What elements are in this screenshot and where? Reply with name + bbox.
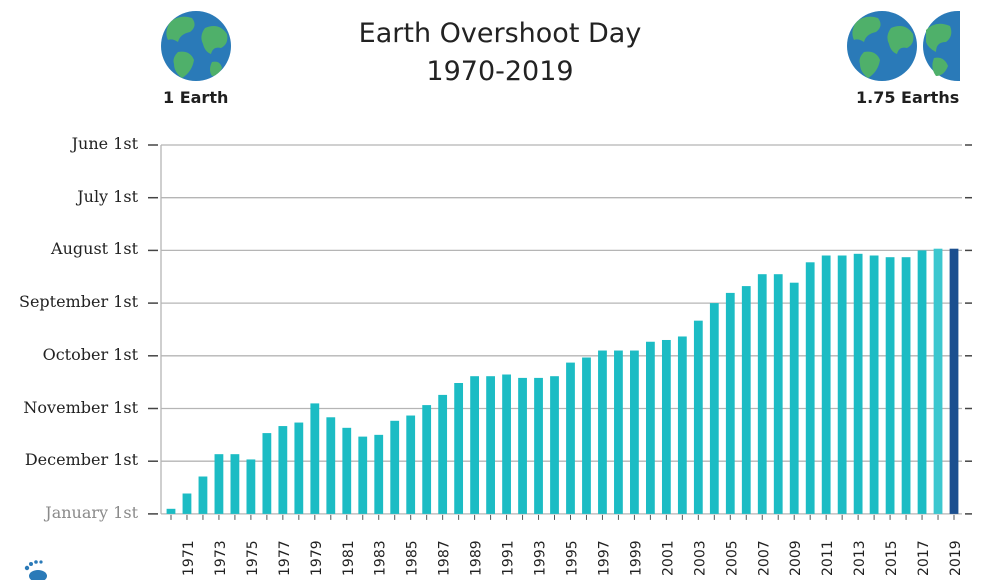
x-tick-label: 2001 <box>660 540 676 576</box>
x-tick-label: 2005 <box>724 540 740 576</box>
bar-1991 <box>502 374 511 514</box>
left-globe-label: 1 Earth <box>163 88 229 107</box>
earth-globe-icon <box>847 11 917 81</box>
y-tick-label: July 1st <box>77 186 138 206</box>
x-tick-label: 2015 <box>884 540 900 576</box>
bar-1985 <box>406 415 416 514</box>
bar-1998 <box>614 350 623 514</box>
bar-2014 <box>869 255 879 514</box>
y-tick-label: August 1st <box>51 239 138 259</box>
y-tick-label: June 1st <box>71 134 138 153</box>
bar-1978 <box>294 422 304 514</box>
bar-1987 <box>438 394 448 514</box>
bar-2000 <box>645 341 655 514</box>
bar-2019 <box>949 248 959 514</box>
bar-2005 <box>725 292 735 514</box>
bar-1997 <box>598 350 607 514</box>
bar-1970 <box>166 508 176 514</box>
bar-2007 <box>757 274 767 514</box>
footprint-logo-icon <box>24 560 47 580</box>
x-tick-label: 1981 <box>341 540 357 576</box>
x-tick-label: 1975 <box>245 540 261 576</box>
bar-1979 <box>310 403 320 514</box>
bar-2006 <box>741 286 751 514</box>
bar-1981 <box>342 427 352 514</box>
x-tick-label: 1987 <box>437 540 453 576</box>
bar-2008 <box>773 274 783 514</box>
bar-2016 <box>901 257 911 514</box>
x-tick-label: 1973 <box>213 540 229 576</box>
bar-2003 <box>693 320 703 514</box>
bar-1990 <box>486 376 495 514</box>
bar-2012 <box>837 255 847 514</box>
bar-1989 <box>470 376 480 514</box>
bar-1975 <box>246 459 256 514</box>
x-tick-label: 1989 <box>469 540 485 576</box>
bar-2013 <box>853 253 863 514</box>
x-tick-label: 2019 <box>948 540 964 576</box>
bar-2009 <box>789 282 799 514</box>
y-tick-label: October 1st <box>42 344 138 364</box>
bar-2018 <box>933 248 943 514</box>
bar-1974 <box>230 454 240 514</box>
y-tick-label: December 1st <box>24 450 138 470</box>
chart-title: Earth Overshoot Day <box>358 18 642 49</box>
x-tick-label: 2013 <box>852 540 868 576</box>
bar-1973 <box>214 454 224 514</box>
y-tick-label: January 1st <box>45 502 138 522</box>
x-tick-label: 2011 <box>820 540 836 576</box>
bar-1996 <box>582 357 591 514</box>
bar-1982 <box>358 436 368 514</box>
bar-2011 <box>821 255 831 514</box>
bar-1984 <box>390 420 400 514</box>
x-tick-label: 1971 <box>181 540 197 576</box>
bar-2017 <box>917 250 927 514</box>
bar-2002 <box>677 336 687 514</box>
x-tick-label: 1995 <box>564 540 580 576</box>
right-globe-label: 1.75 Earths <box>856 88 960 107</box>
bar-2010 <box>805 262 815 514</box>
bar-1994 <box>550 376 559 514</box>
bar-1972 <box>198 476 208 514</box>
x-tick-label: 2003 <box>692 540 708 576</box>
earth-globe-partial-icon <box>923 11 960 81</box>
earth-globe-icon <box>161 11 231 81</box>
bars <box>166 248 959 514</box>
bar-1992 <box>518 377 527 514</box>
y-tick-label: September 1st <box>18 292 138 312</box>
x-tick-label: 1993 <box>533 540 549 576</box>
x-tick-label: 2017 <box>916 540 932 576</box>
bar-2015 <box>885 257 895 514</box>
bar-1976 <box>262 433 272 514</box>
x-tick-label: 1997 <box>596 540 612 576</box>
x-tick-label: 2009 <box>788 540 804 576</box>
y-tick-label: November 1st <box>23 397 138 417</box>
bar-1980 <box>326 417 336 514</box>
bar-1995 <box>566 362 575 514</box>
bar-1977 <box>278 426 288 514</box>
bar-1999 <box>630 350 639 514</box>
x-tick-label: 1979 <box>309 540 325 576</box>
bar-2001 <box>661 339 671 514</box>
bar-2004 <box>709 303 719 514</box>
bar-1986 <box>422 405 432 514</box>
x-tick-label: 1999 <box>628 540 644 576</box>
x-tick-labels: 1971 1973 1975 1977 1979 1981 1983 1985 1987 1989… <box>170 514 964 576</box>
x-tick-label: 2007 <box>756 540 772 576</box>
bar-1988 <box>454 383 464 514</box>
bar-1983 <box>374 434 384 514</box>
x-tick-label: 1985 <box>405 540 421 576</box>
x-tick-label: 1983 <box>373 540 389 576</box>
grid-lines <box>148 144 972 515</box>
x-tick-label: 1977 <box>277 540 293 576</box>
chart-subtitle: 1970-2019 <box>426 56 574 87</box>
x-tick-label: 1991 <box>501 540 517 576</box>
bar-1971 <box>182 493 192 514</box>
bar-1993 <box>534 377 543 514</box>
